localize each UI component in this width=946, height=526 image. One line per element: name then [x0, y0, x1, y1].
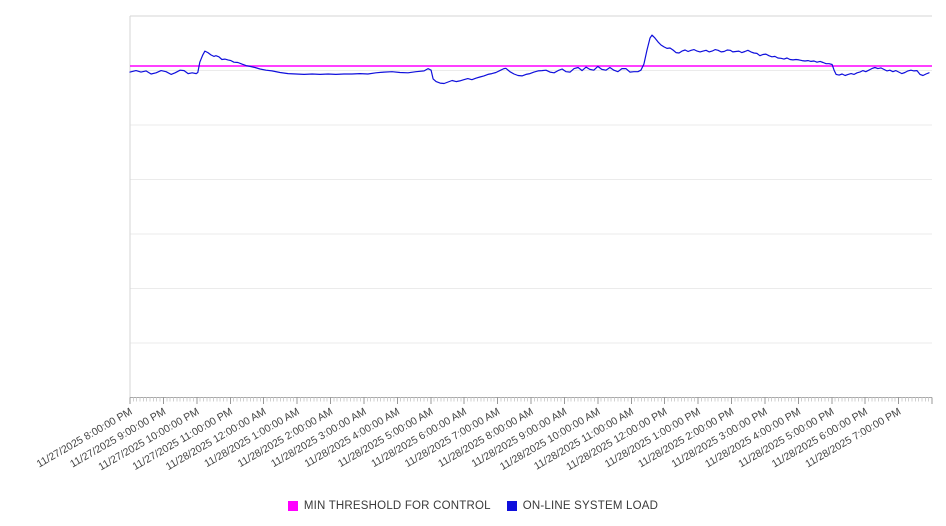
- chart-legend: MIN THRESHOLD FOR CONTROL ON-LINE SYSTEM…: [0, 497, 946, 515]
- legend-swatch-online-system-load: [506, 501, 517, 511]
- load-line-series: [129, 34, 930, 85]
- legend-item-min-threshold[interactable]: MIN THRESHOLD FOR CONTROL: [287, 500, 491, 512]
- legend-label-min-threshold: MIN THRESHOLD FOR CONTROL: [303, 500, 491, 512]
- legend-swatch-min-threshold: [287, 501, 298, 511]
- legend-label-online-system-load: ON-LINE SYSTEM LOAD: [522, 500, 659, 512]
- legend-item-online-system-load[interactable]: ON-LINE SYSTEM LOAD: [506, 500, 659, 512]
